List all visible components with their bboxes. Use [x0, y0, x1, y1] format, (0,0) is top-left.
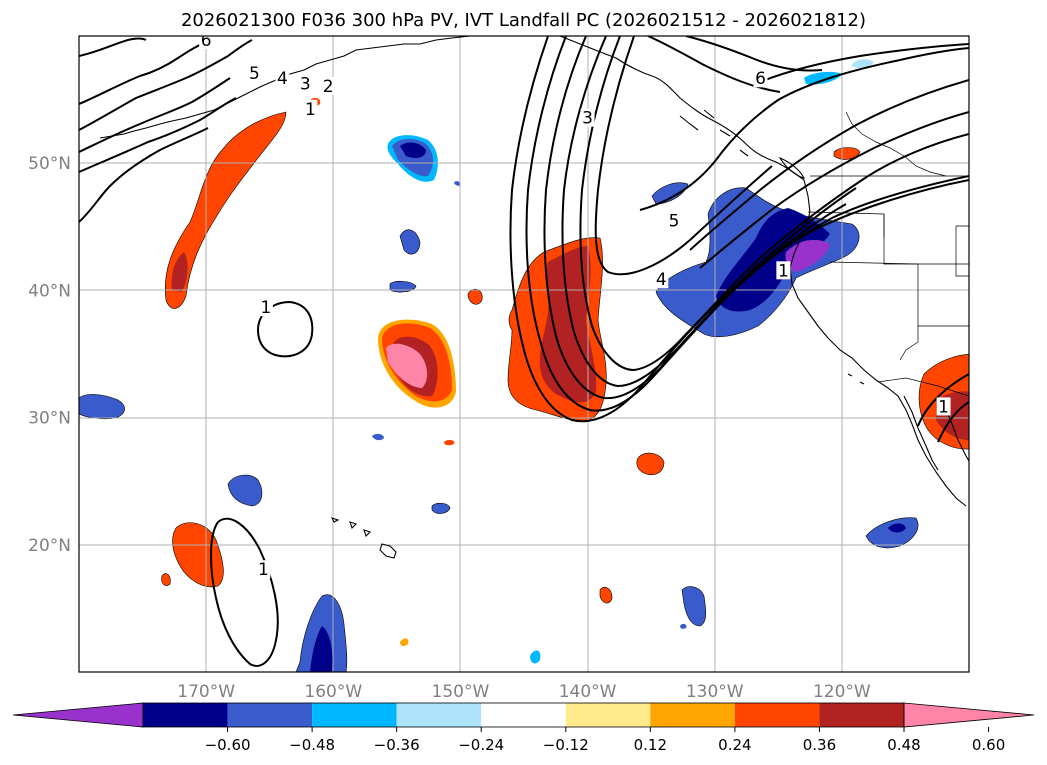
contour-label-halo — [256, 560, 271, 579]
contour-label: 1 — [260, 298, 271, 318]
colorbar-extend-low — [12, 702, 144, 728]
contour-label: 4 — [656, 270, 667, 290]
lon-tick-label: 170°W — [177, 682, 235, 702]
contour-label: 4 — [277, 69, 288, 89]
lon-tick-label: 140°W — [559, 682, 617, 702]
contour-label: 5 — [249, 64, 260, 84]
contour-label-halo — [298, 74, 313, 93]
contour-label-halo — [776, 261, 791, 280]
colorbar-tick-label: 0.60 — [972, 736, 1005, 754]
lat-tick-label: 30°N — [28, 409, 71, 429]
colorbar-segment — [227, 703, 313, 727]
coastlines — [99, 36, 969, 559]
contour-label: 6 — [755, 69, 766, 89]
colorbar-frame — [142, 702, 905, 728]
lon-tick-label: 130°W — [686, 682, 744, 702]
lat-tick-label: 20°N — [28, 536, 71, 556]
contour-label-halo — [258, 298, 273, 317]
latitude-tick-labels: 20°N 30°N 40°N 50°N — [28, 154, 71, 556]
contour-label-halo — [247, 64, 262, 83]
colorbar-tick-label: 0.12 — [634, 736, 667, 754]
colorbar-tick-label: 0.24 — [718, 736, 751, 754]
colorbar: −0.60 −0.48 −0.36 −0.24 −0.12 0.12 0.24 0.36 0.4… — [12, 702, 1035, 754]
contour-label: 1 — [258, 560, 269, 580]
map-frame — [78, 35, 970, 673]
contour-label: 6 — [201, 31, 212, 51]
gridlines — [79, 36, 969, 672]
contour-label: 3 — [300, 74, 311, 94]
colorbar-extend-high — [903, 702, 1035, 728]
contour-label-halo — [580, 108, 595, 127]
colorbar-tick-label: −0.60 — [205, 736, 251, 754]
colorbar-segment — [143, 703, 228, 727]
colorbar-tick-label: −0.12 — [543, 736, 589, 754]
contour-label-halo — [199, 36, 214, 50]
chart-title: 2026021300 F036 300 hPa PV, IVT Landfall… — [180, 10, 867, 31]
colorbar-segment — [312, 703, 397, 727]
contour-label: 1 — [778, 261, 789, 281]
contour-label-halo — [303, 99, 318, 118]
contour-label-halo — [753, 69, 768, 88]
lon-tick-label: 150°W — [432, 682, 490, 702]
contour-label-halo — [936, 397, 951, 416]
lon-tick-label: 120°W — [813, 682, 871, 702]
contour-label: 5 — [669, 212, 680, 232]
longitude-tick-labels: 170°W 160°W 150°W 140°W 130°W 120°W — [177, 682, 871, 702]
positive-pc-shading — [161, 97, 969, 647]
lat-tick-label: 40°N — [28, 281, 71, 301]
pv-contours — [79, 36, 969, 667]
contour-label-halo — [275, 69, 290, 88]
colorbar-segment — [396, 703, 482, 727]
contour-label-halo — [321, 76, 336, 95]
colorbar-segment — [819, 703, 904, 727]
colorbar-tick-label: −0.48 — [289, 736, 335, 754]
contour-label: 1 — [938, 397, 949, 417]
contour-label-halo — [667, 211, 682, 230]
colorbar-segment — [734, 703, 820, 727]
contour-label: 3 — [582, 109, 593, 129]
lat-tick-label: 50°N — [28, 154, 71, 174]
colorbar-segment — [481, 703, 566, 727]
colorbar-tick-label: 0.36 — [803, 736, 836, 754]
contour-label-halo — [654, 270, 669, 289]
lon-tick-label: 160°W — [304, 682, 362, 702]
colorbar-segment — [650, 703, 735, 727]
colorbar-tick-label: −0.36 — [374, 736, 420, 754]
contour-label: 2 — [323, 77, 334, 97]
colorbar-tick-label: −0.24 — [458, 736, 504, 754]
colorbar-segment — [565, 703, 651, 727]
contour-label: 1 — [305, 100, 316, 120]
colorbar-tick-label: 0.48 — [887, 736, 920, 754]
